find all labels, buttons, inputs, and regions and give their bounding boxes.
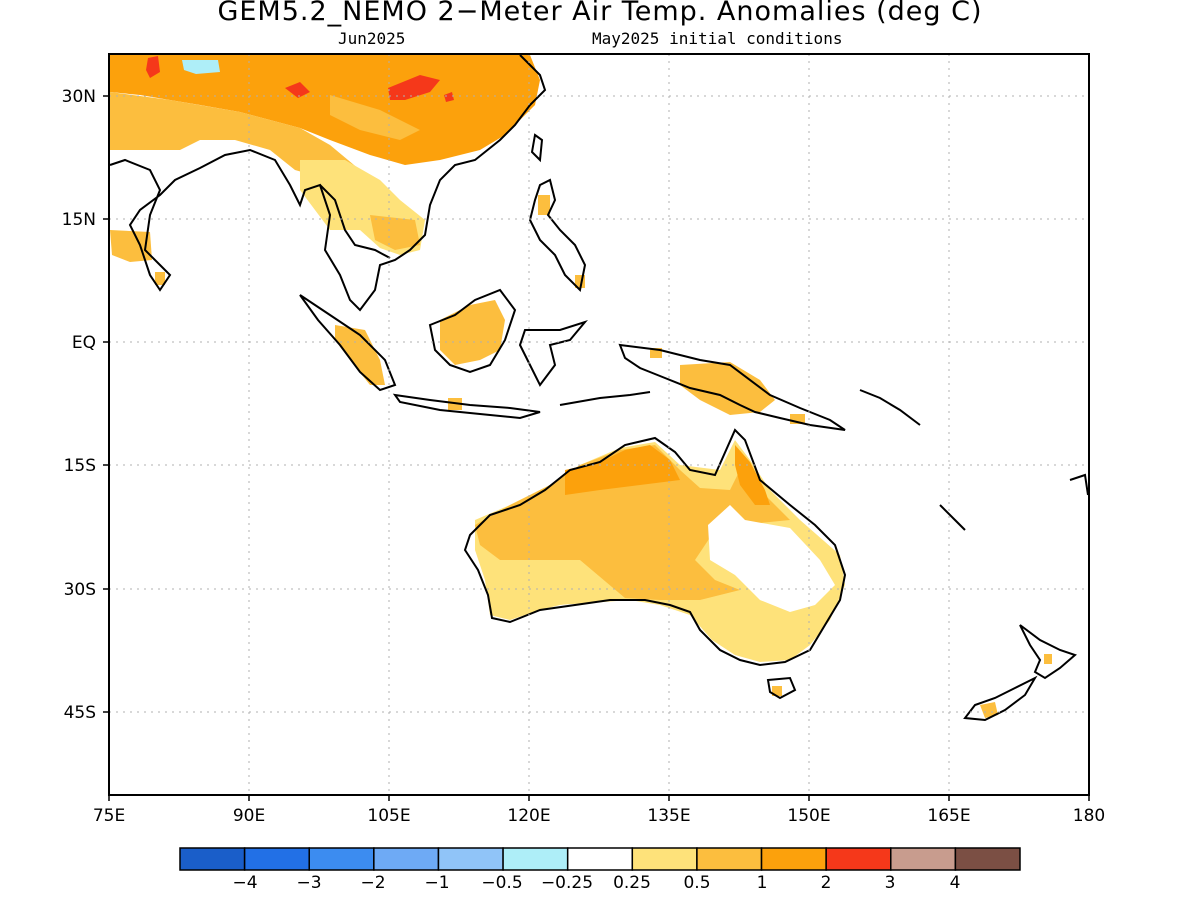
colorbar-swatch bbox=[502, 847, 569, 871]
colorbar-swatch bbox=[890, 847, 957, 871]
lon-label-120e: 120E bbox=[507, 806, 550, 826]
map-title: GEM5.2_NEMO 2−Meter Air Temp. Anomalies … bbox=[217, 0, 983, 27]
colorbar-swatch bbox=[308, 847, 375, 871]
colorbar-label: −4 bbox=[232, 873, 257, 893]
colorbar bbox=[179, 847, 1021, 871]
colorbar-label: −1 bbox=[424, 873, 449, 893]
lat-label-45s: 45S bbox=[64, 703, 96, 723]
lon-label-165e: 165E bbox=[927, 806, 970, 826]
colorbar-label: 4 bbox=[950, 873, 961, 893]
colorbar-swatch bbox=[179, 847, 246, 871]
coastlines bbox=[109, 54, 1089, 722]
colorbar-swatch bbox=[696, 847, 763, 871]
colorbar-label: 1 bbox=[757, 873, 768, 893]
lat-label-30n: 30N bbox=[62, 87, 96, 107]
colorbar-swatch bbox=[825, 847, 892, 871]
lon-label-135e: 135E bbox=[647, 806, 690, 826]
colorbar-label: 0.5 bbox=[683, 873, 710, 893]
colorbar-label: −0.5 bbox=[481, 873, 522, 893]
colorbar-label: 3 bbox=[885, 873, 896, 893]
init-conditions-label: May2025 initial conditions bbox=[592, 29, 843, 48]
lon-label-105e: 105E bbox=[367, 806, 410, 826]
anomaly-shading bbox=[110, 55, 1052, 718]
colorbar-label: 0.25 bbox=[613, 873, 651, 893]
lon-label-90e: 90E bbox=[233, 806, 265, 826]
lat-label-eq: EQ bbox=[72, 333, 96, 353]
colorbar-label: −3 bbox=[296, 873, 321, 893]
lon-label-180: 180 bbox=[1073, 806, 1105, 826]
colorbar-swatch bbox=[566, 847, 634, 871]
colorbar-label: 2 bbox=[821, 873, 832, 893]
colorbar-swatch bbox=[631, 847, 698, 871]
colorbar-label: −0.25 bbox=[541, 873, 593, 893]
map-frame bbox=[108, 53, 1090, 796]
valid-month-label: Jun2025 bbox=[338, 29, 406, 48]
colorbar-swatch bbox=[243, 847, 310, 871]
lat-label-15n: 15N bbox=[62, 210, 96, 230]
lon-label-150e: 150E bbox=[787, 806, 830, 826]
lon-label-75e: 75E bbox=[93, 806, 125, 826]
axis-ticks bbox=[103, 95, 1090, 801]
colorbar-label: −2 bbox=[360, 873, 385, 893]
lat-label-30s: 30S bbox=[64, 580, 96, 600]
colorbar-swatch bbox=[760, 847, 827, 871]
lat-label-15s: 15S bbox=[64, 456, 96, 476]
grid-lines bbox=[109, 54, 1089, 795]
colorbar-swatch bbox=[437, 847, 504, 871]
colorbar-swatch bbox=[954, 847, 1021, 871]
colorbar-swatch bbox=[373, 847, 440, 871]
